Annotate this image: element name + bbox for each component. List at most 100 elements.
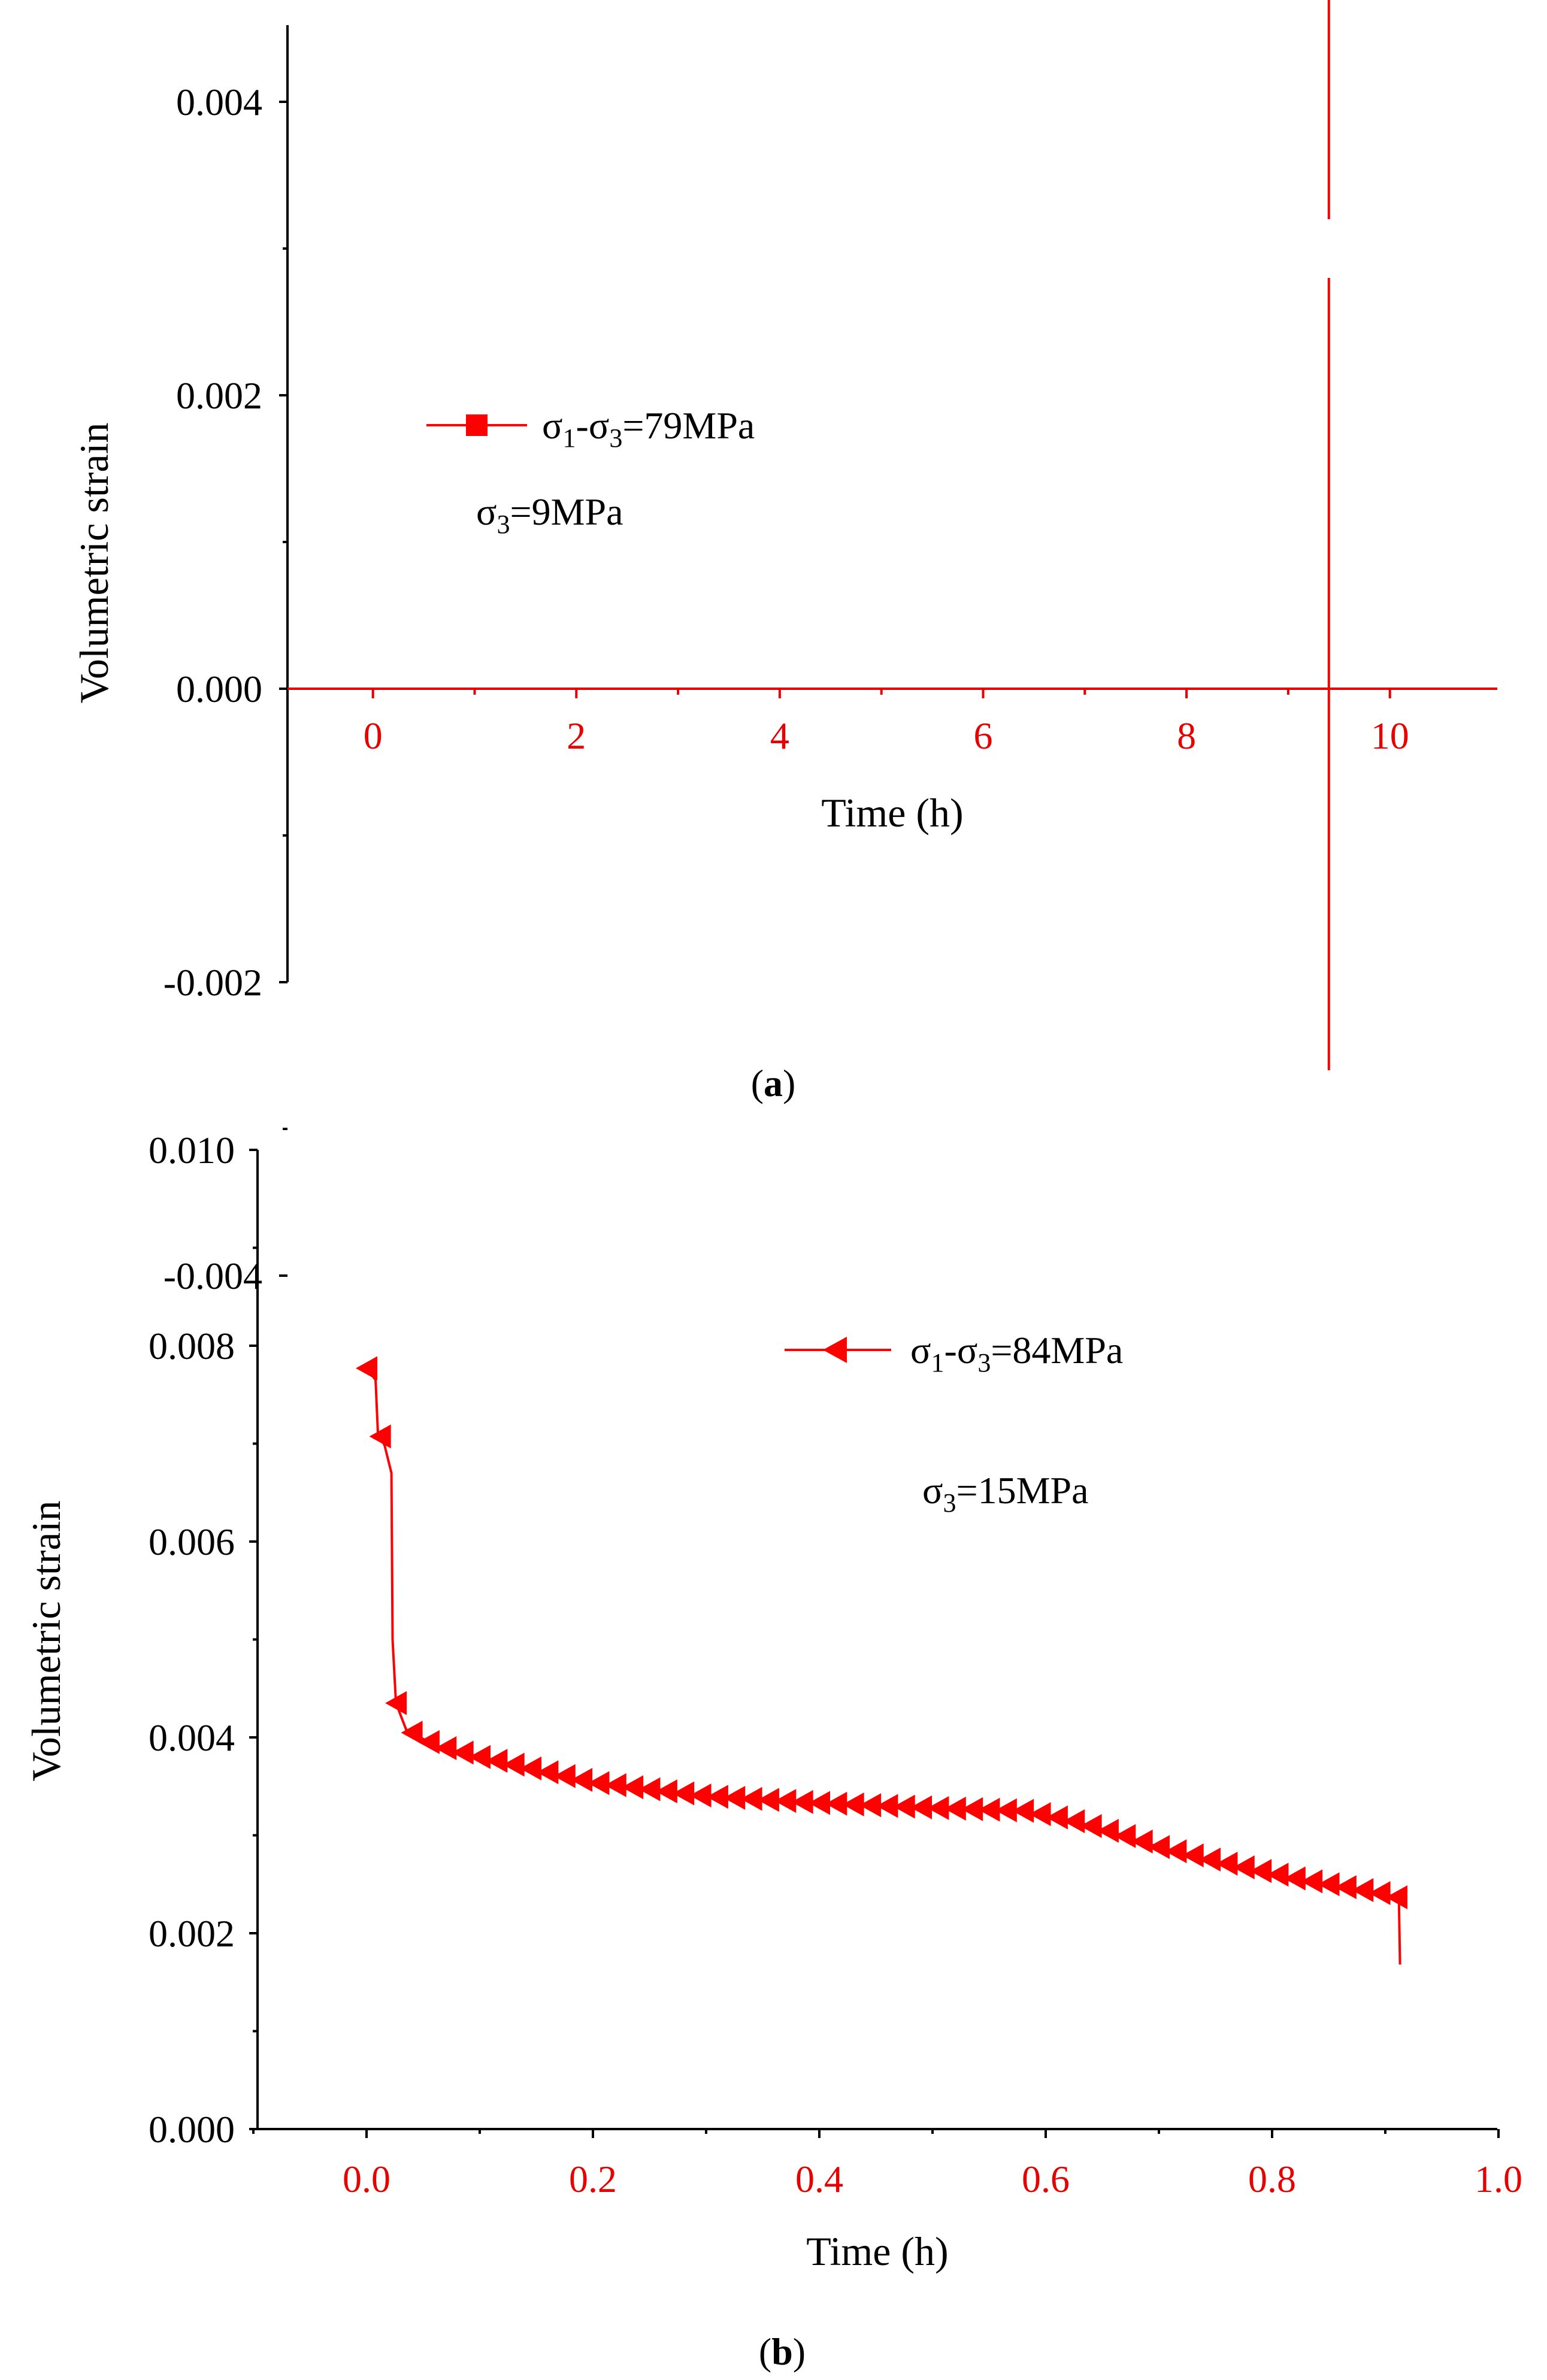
panel-b-data-point [486, 1749, 508, 1773]
panel-b-data-point [961, 1797, 983, 1821]
panel-a-legend: σ1-σ3=79MPa [426, 404, 755, 453]
panel-b-data-point [469, 1745, 491, 1769]
panel-b-data-point [1233, 1855, 1255, 1880]
panel-b-data-point [1114, 1824, 1136, 1848]
panel-b-data-point [1352, 1878, 1374, 1903]
panel-b-data-point [1029, 1802, 1051, 1827]
panel-b-x-tick-label: 0.4 [795, 2158, 843, 2200]
panel-b-x-tick-label: 1.0 [1475, 2158, 1522, 2200]
panel-a-x-tick-label: 10 [1371, 714, 1409, 757]
panel-b-data-point [417, 1730, 440, 1754]
panel-b-data-point [995, 1798, 1017, 1822]
panel-b-data-point [1369, 1881, 1391, 1905]
panel-a-x-ticks: 0 2 4 6 8 10 [364, 689, 1409, 757]
panel-a-legend-label: σ1-σ3=79MPa [542, 404, 755, 453]
panel-b-data-point [1250, 1859, 1272, 1884]
panel-b-data-point [401, 1721, 423, 1745]
panel-a-y-tick-label: -0.002 [164, 961, 262, 1004]
panel-b-y-tick-label: 0.008 [149, 1325, 235, 1367]
panel-b-data-point [842, 1792, 864, 1816]
panel-b-y-tick-label: 0.002 [149, 1912, 235, 1955]
panel-b-data-point [638, 1777, 661, 1801]
panel-b-data-point [791, 1789, 813, 1814]
panel-b-data-point [553, 1764, 576, 1788]
panel-b-y-ticks: 0.000 0.002 0.004 0.006 0.008 0.010 [149, 1129, 258, 2151]
panel-b-data-point [876, 1794, 898, 1818]
panel-b-data-point [588, 1771, 610, 1795]
panel-b-x-tick-label: 0.6 [1022, 2158, 1070, 2200]
panel-b-data-point [1182, 1843, 1204, 1868]
panel-b-series-marks [356, 1356, 1407, 1965]
panel-b-data-point [1199, 1847, 1221, 1872]
panel-b-data-point [673, 1781, 695, 1806]
panel-b-data-point [1131, 1829, 1153, 1854]
panel-b-data-point [655, 1779, 677, 1804]
panel-a-x-tick-label: 0 [364, 714, 383, 757]
panel-a-x-axis-title: Time (h) [821, 790, 963, 835]
panel-b-data-point [1165, 1839, 1187, 1864]
panel-b-data-point [520, 1756, 542, 1781]
panel-b-data-point [893, 1794, 915, 1819]
panel-b-data-point [1267, 1863, 1289, 1887]
panel-b-data-point [757, 1788, 779, 1812]
panel-b-chart: 0.000 0.002 0.004 0.006 0.008 0.010 0.0 0.2 0.4… [23, 1129, 1522, 2373]
panel-b-data-point [859, 1793, 882, 1818]
panel-b-data-point [1080, 1813, 1102, 1838]
panel-a-x-tick-label: 6 [974, 714, 993, 757]
panel-b-label: (b) [759, 2330, 806, 2373]
panel-b-series-line [365, 1367, 1401, 1965]
panel-a-axes [286, 25, 1497, 982]
panel-b-x-axis-title: Time (h) [806, 2228, 948, 2274]
panel-b-data-point [1148, 1835, 1170, 1860]
panel-b-axes [256, 1150, 1497, 2130]
panel-b-data-point [1046, 1805, 1068, 1830]
panel-b-x-tick-label: 0.8 [1248, 2158, 1296, 2200]
panel-b-y-tick-label: 0.006 [149, 1521, 235, 1563]
panel-b-data-point [740, 1786, 762, 1811]
panel-b-legend-label: σ1-σ3=84MPa [910, 1329, 1123, 1377]
panel-a-y-tick-label: 0.002 [176, 374, 262, 417]
panel-b-legend: σ1-σ3=84MPa [785, 1329, 1123, 1377]
panel-b-x-tick-label: 0.2 [569, 2158, 617, 2200]
panel-b-data-point [978, 1797, 1000, 1822]
panel-b-data-point [723, 1785, 746, 1810]
panel-b-data-point [706, 1785, 728, 1809]
panel-b-x-tick-label: 0.0 [343, 2158, 390, 2200]
panel-a-y-tick-label: -0.004 [164, 1255, 262, 1297]
panel-b-data-point [369, 1424, 391, 1449]
panel-a-series-marks [1327, 0, 1330, 1070]
panel-b-data-point [502, 1752, 525, 1777]
panel-b-data-point [1283, 1866, 1306, 1891]
panel-a-x-tick-label: 2 [567, 714, 586, 757]
panel-b-data-point [604, 1773, 626, 1797]
panel-b-data-point [385, 1691, 407, 1715]
panel-b-data-point [452, 1740, 474, 1765]
panel-b-data-point [571, 1767, 593, 1792]
panel-b-data-point [1097, 1818, 1119, 1843]
panel-b-x-ticks: 0.0 0.2 0.4 0.6 0.8 1.0 [252, 2129, 1522, 2200]
panel-b-data-point [1216, 1851, 1238, 1876]
panel-b-y-axis-title: Volumetric strain [23, 1501, 69, 1782]
panel-b-data-point [622, 1775, 644, 1800]
panel-b-data-point [774, 1789, 797, 1813]
panel-b-data-point [1301, 1869, 1323, 1894]
panel-b-data-point [537, 1760, 559, 1785]
panel-b-legend-marker [823, 1337, 847, 1363]
panel-b-data-point [825, 1791, 847, 1816]
panel-b-data-point [910, 1795, 933, 1819]
panel-b-data-point [809, 1791, 830, 1815]
panel-b-data-point [435, 1736, 457, 1760]
panel-b-data-point [927, 1796, 949, 1821]
panel-b-y-tick-label: 0.004 [149, 1716, 235, 1759]
panel-b-data-point [689, 1783, 712, 1807]
panel-b-y-tick-label: 0.000 [149, 2108, 235, 2151]
panel-a-annotation: σ3=9MPa [476, 490, 623, 539]
panel-b-data-point [1063, 1809, 1085, 1833]
panel-b-data-point [1318, 1872, 1340, 1897]
panel-a-y-axis-title: Volumetric strain [71, 423, 117, 704]
panel-a-legend-marker [466, 414, 488, 436]
panel-a-y-tick-label: 0.004 [176, 81, 262, 123]
